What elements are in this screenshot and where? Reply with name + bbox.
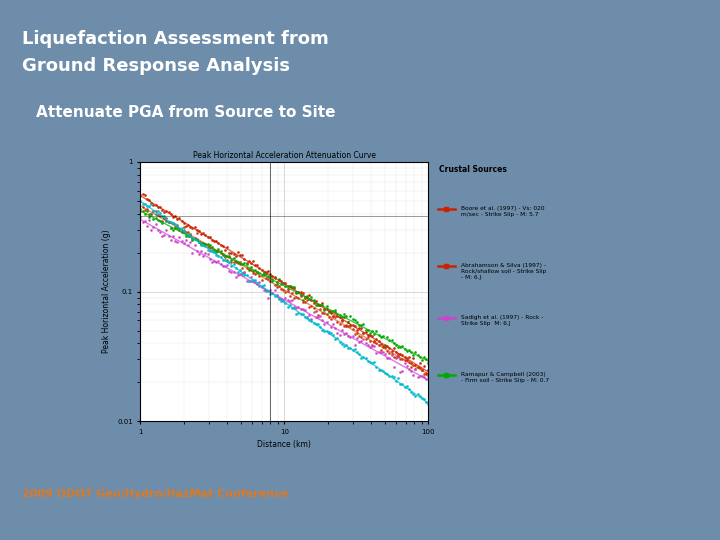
Text: Abrahamson & Silva (1997) -
Rock/shallow soil - Strike Slip
- M: 6.J: Abrahamson & Silva (1997) - Rock/shallow… [461, 263, 546, 280]
Y-axis label: Peak Horizontal Acceleration (g): Peak Horizontal Acceleration (g) [102, 230, 112, 353]
Text: Sadigh et al. (1997) - Rock -
Strike Slip  M: 6.J: Sadigh et al. (1997) - Rock - Strike Sli… [461, 315, 544, 326]
Text: Ground Response Analysis: Ground Response Analysis [22, 57, 289, 75]
Text: Boore et al. (1997) - Vs: 020
m/sec - Strike Slip - M: 5.7: Boore et al. (1997) - Vs: 020 m/sec - St… [461, 206, 544, 217]
Text: Crustal Sources: Crustal Sources [439, 165, 508, 173]
Text: Attenuate PGA from Source to Site: Attenuate PGA from Source to Site [36, 105, 336, 120]
Text: 2009 ODOT Geo/Hydro/HazMat Conference: 2009 ODOT Geo/Hydro/HazMat Conference [22, 489, 288, 499]
Text: Liquefaction Assessment from: Liquefaction Assessment from [22, 30, 328, 48]
Text: Ramapur & Campbell (2003)
- Firm soil - Strike Slip - M: 0.7: Ramapur & Campbell (2003) - Firm soil - … [461, 372, 549, 383]
Title: Peak Horizontal Acceleration Attenuation Curve: Peak Horizontal Acceleration Attenuation… [193, 151, 376, 160]
X-axis label: Distance (km): Distance (km) [258, 441, 311, 449]
